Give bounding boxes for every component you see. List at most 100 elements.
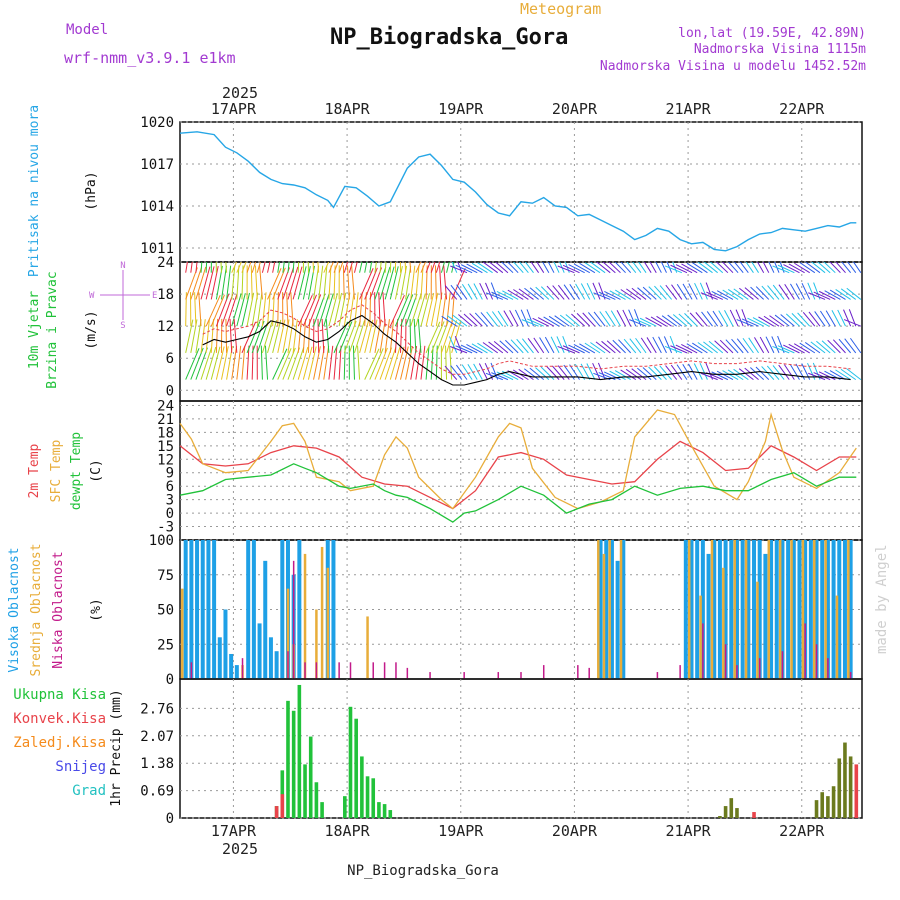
wind-barb bbox=[762, 262, 770, 273]
wind-barb bbox=[195, 347, 208, 380]
wind-barb bbox=[646, 337, 657, 354]
wind-barb bbox=[697, 342, 713, 354]
wind-barb bbox=[524, 262, 534, 273]
wind-barb bbox=[520, 309, 529, 327]
ytick-clouds-4: 100 bbox=[149, 533, 174, 549]
cloud-bar-2 bbox=[383, 662, 386, 679]
wind-barb bbox=[823, 262, 836, 274]
wind-barb bbox=[277, 319, 286, 353]
wind-barb bbox=[547, 262, 555, 273]
cloud-bar-0 bbox=[757, 540, 762, 679]
cloud-bar-0 bbox=[780, 540, 785, 679]
wind-barb bbox=[741, 318, 759, 327]
wind-barb bbox=[378, 292, 381, 327]
wind-barb bbox=[540, 286, 555, 300]
wind-barb bbox=[675, 344, 693, 354]
wind-barb bbox=[684, 313, 698, 327]
ytick-clouds-1: 25 bbox=[157, 637, 174, 653]
wind-barb bbox=[681, 263, 698, 274]
cloud-bar-2 bbox=[292, 560, 295, 679]
precip-bar-2 bbox=[820, 792, 825, 818]
cloud-bar-2 bbox=[406, 667, 409, 679]
wind-barb bbox=[697, 262, 713, 274]
wind-barb bbox=[772, 345, 790, 354]
cloud-bar-0 bbox=[734, 540, 739, 679]
wind-barb bbox=[231, 262, 238, 273]
cloud-bar-0 bbox=[729, 540, 734, 679]
cloud-bar-2 bbox=[372, 662, 374, 679]
ytick-temperature-3: 6 bbox=[166, 479, 174, 495]
wind-barb bbox=[783, 264, 800, 274]
wind-barb bbox=[667, 314, 683, 327]
wind-barb bbox=[642, 367, 657, 380]
wind-barb bbox=[733, 368, 749, 381]
wind-barb bbox=[612, 339, 626, 354]
wind-barb bbox=[260, 345, 263, 380]
precip-bar-2 bbox=[718, 816, 722, 818]
wind-barb bbox=[297, 266, 307, 300]
wind-barb bbox=[297, 262, 300, 273]
wind-barb bbox=[788, 263, 805, 274]
wind-barb bbox=[521, 338, 534, 354]
wind-barb bbox=[799, 342, 816, 354]
wind-barb bbox=[241, 262, 247, 273]
cloud-bar-2 bbox=[241, 658, 244, 679]
wind-barb bbox=[682, 283, 693, 300]
wind-barb bbox=[369, 348, 384, 380]
wind-barb bbox=[529, 287, 545, 300]
wind-barb bbox=[297, 295, 313, 327]
wind-barb bbox=[765, 336, 775, 354]
wind-barb bbox=[818, 290, 836, 300]
cloud-bar-1 bbox=[303, 553, 307, 679]
temp-line-1 bbox=[179, 409, 857, 510]
wind-barb bbox=[686, 262, 703, 274]
wind-barb bbox=[719, 339, 734, 354]
wind-barb bbox=[318, 293, 330, 327]
wind-barb bbox=[610, 310, 621, 327]
precip-bar-0 bbox=[365, 776, 370, 818]
cloud-bar-0 bbox=[246, 540, 251, 679]
wind-barb bbox=[742, 337, 754, 354]
wind-barb bbox=[446, 315, 463, 327]
wind-barb bbox=[584, 342, 601, 354]
wind-barb bbox=[446, 320, 458, 354]
wind-barb bbox=[616, 310, 627, 327]
wind-barb bbox=[706, 291, 723, 300]
wind-barb bbox=[714, 340, 729, 354]
precip-bar-0 bbox=[382, 804, 387, 818]
wind-barb bbox=[530, 262, 540, 273]
wind-barb bbox=[491, 372, 509, 381]
cloud-ylabel-mid: Srednja Oblacnost bbox=[29, 543, 44, 676]
wind-barb bbox=[333, 345, 338, 380]
wind-ylabel-2: Brzina i Pravac bbox=[45, 271, 60, 388]
panel-frame-pressure bbox=[179, 121, 863, 263]
wind-barb bbox=[542, 262, 550, 273]
wind-barb bbox=[343, 262, 349, 273]
cloud-bar-2 bbox=[702, 623, 704, 679]
wind-barb bbox=[231, 265, 236, 300]
wind-barb bbox=[586, 282, 596, 300]
wind-barb bbox=[323, 265, 328, 300]
wind-barb bbox=[590, 262, 606, 274]
pressure-ylabels: Pritisak na nivou mora (hPa) bbox=[27, 105, 99, 277]
wind-barb bbox=[518, 288, 534, 300]
wind-barb bbox=[576, 313, 591, 327]
wind-barb bbox=[409, 262, 412, 273]
wind-barb bbox=[231, 293, 242, 327]
wind-barb bbox=[210, 266, 219, 300]
wind-barb bbox=[382, 292, 386, 327]
model-elevation-text: Nadmorska Visina u modelu 1452.52m bbox=[600, 59, 866, 74]
wind-barb bbox=[849, 337, 862, 354]
wind-barb bbox=[731, 338, 744, 354]
wind-barb bbox=[816, 340, 831, 354]
wind-barb bbox=[539, 337, 550, 354]
wind-barb bbox=[783, 344, 800, 354]
wind-barb bbox=[843, 319, 862, 327]
wind-barb bbox=[451, 262, 458, 273]
cloud-bar-1 bbox=[687, 540, 691, 679]
wind-barb bbox=[220, 265, 228, 300]
wind-barb bbox=[523, 368, 539, 381]
ytick-temperature-1: 0 bbox=[166, 506, 174, 522]
wind-barb bbox=[379, 262, 382, 273]
cloud-bar-2 bbox=[542, 665, 545, 679]
